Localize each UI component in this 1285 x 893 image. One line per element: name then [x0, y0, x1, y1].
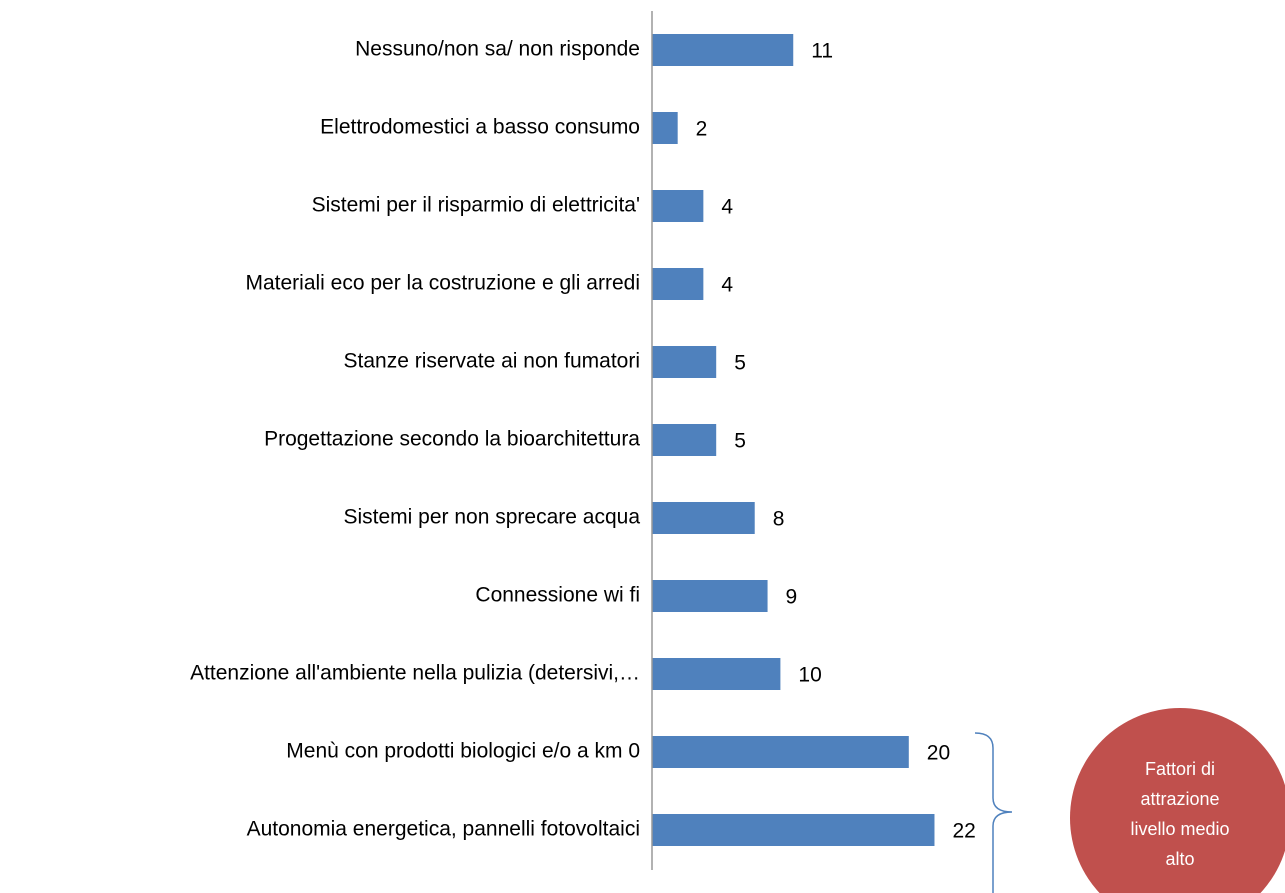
- bar: [652, 424, 717, 456]
- category-label: Sistemi per il risparmio di elettricita': [312, 194, 640, 217]
- bar: [652, 502, 755, 534]
- annotation-text: alto: [1165, 849, 1194, 869]
- category-label: Progettazione secondo la bioarchitettura: [264, 428, 640, 451]
- value-label: 2: [696, 118, 708, 141]
- annotation-circle: [1070, 708, 1285, 893]
- category-label: Autonomia energetica, pannelli fotovolta…: [247, 818, 640, 841]
- value-label: 4: [721, 196, 733, 219]
- value-label: 22: [952, 820, 975, 843]
- annotation-text: Fattori di: [1145, 759, 1215, 779]
- value-label: 5: [734, 430, 746, 453]
- category-label: Materiali eco per la costruzione e gli a…: [245, 272, 640, 295]
- bar: [652, 658, 781, 690]
- category-label: Attenzione all'ambiente nella pulizia (d…: [190, 662, 640, 685]
- bar: [652, 112, 678, 144]
- value-label: 5: [734, 352, 746, 375]
- category-label: Connessione wi fi: [475, 584, 640, 607]
- bar: [652, 580, 768, 612]
- bar: [652, 268, 704, 300]
- value-label: 10: [798, 664, 821, 687]
- bar: [652, 346, 717, 378]
- bar: [652, 814, 935, 846]
- category-label: Stanze riservate ai non fumatori: [344, 350, 640, 373]
- value-label: 8: [773, 508, 785, 531]
- category-label: Nessuno/non sa/ non risponde: [355, 38, 640, 61]
- category-label: Menù con prodotti biologici e/o a km 0: [286, 740, 640, 763]
- value-label: 4: [721, 274, 733, 297]
- category-label: Sistemi per non sprecare acqua: [344, 506, 641, 529]
- annotation-text: livello medio: [1130, 819, 1229, 839]
- bar: [652, 34, 794, 66]
- bracket: [974, 732, 1013, 893]
- bar: [652, 190, 704, 222]
- value-label: 11: [811, 40, 833, 63]
- category-label: Elettrodomestici a basso consumo: [320, 116, 640, 139]
- annotation-text: attrazione: [1140, 789, 1219, 809]
- value-label: 9: [786, 586, 798, 609]
- bar: [652, 736, 909, 768]
- value-label: 20: [927, 742, 950, 765]
